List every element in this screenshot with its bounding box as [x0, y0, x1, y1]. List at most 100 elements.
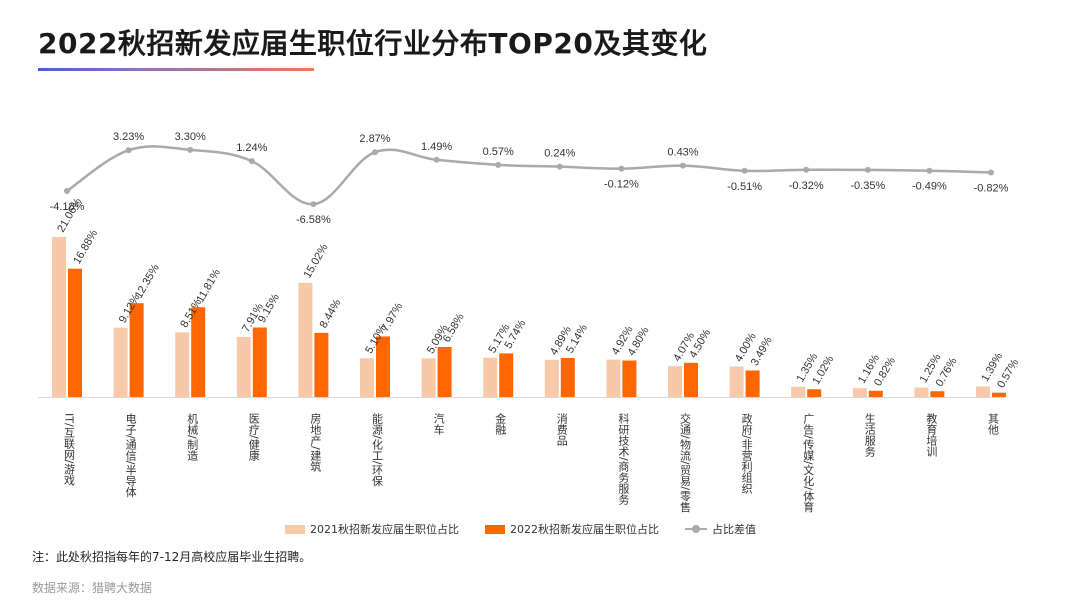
bar-2022-10	[684, 362, 698, 397]
diff-label-0: -4.18%	[50, 201, 85, 213]
legend-item-2022[interactable]: 2022秋招新发应届生职位占比	[485, 521, 659, 537]
chart-canvas: 21.06%16.88%IT/互联网/游戏9.12%12.35%电子/通信/半导…	[38, 131, 1021, 513]
legend-swatch-2021	[285, 524, 305, 534]
category-label-8: 消费品	[555, 412, 568, 446]
category-label-6: 汽车	[432, 412, 445, 436]
legend-swatch-diff	[685, 524, 707, 534]
category-label-9: 科研技术/商务服务	[617, 412, 630, 505]
diff-label-10: 0.43%	[667, 147, 698, 159]
legend-label-2022: 2022秋招新发应届生职位占比	[510, 523, 659, 536]
diff-point-9	[618, 165, 625, 172]
diff-label-15: -0.82%	[974, 183, 1009, 195]
bar-2021-9	[606, 359, 621, 397]
bar-2022-3	[252, 327, 267, 397]
category-label-12: 广告/传媒/文化/体育	[802, 413, 815, 513]
diff-label-7: 0.57%	[483, 146, 514, 158]
bar-2022-8	[560, 357, 575, 397]
category-label-3: 医疗/健康	[247, 413, 260, 461]
diff-label-3: 1.24%	[236, 142, 267, 154]
bar-2022-0	[68, 268, 82, 397]
bar-2022-4	[314, 332, 329, 397]
legend-swatch-2022	[485, 524, 505, 534]
chart-title: 2022秋招新发应届生职位行业分布TOP20及其变化	[38, 27, 708, 60]
bar-2021-14	[914, 387, 929, 397]
category-label-13: 生活服务	[863, 412, 876, 457]
bar-2022-2	[191, 307, 206, 397]
diff-point-13	[864, 166, 871, 173]
diff-point-2	[187, 146, 194, 153]
diff-label-1: 3.23%	[113, 131, 144, 143]
bar-2022-7	[499, 353, 514, 397]
bar-2022-1	[129, 303, 144, 397]
bar-2021-15	[976, 386, 990, 397]
bar-2021-6	[421, 358, 436, 397]
category-label-10: 交通/物流/贸易/零售	[679, 412, 692, 513]
diff-label-13: -0.35%	[850, 180, 885, 192]
bar-2021-4	[298, 282, 313, 397]
bar-2022-9	[622, 360, 637, 397]
diff-label-5: 2.87%	[359, 133, 390, 145]
label-2022-0: 16.88%	[71, 228, 100, 266]
category-label-5: 能源/化工/环保	[371, 412, 384, 487]
diff-line	[66, 145, 992, 206]
category-label-11: 政府/非营利组织	[740, 412, 753, 494]
bar-2021-8	[544, 359, 559, 397]
diff-point-14	[926, 167, 933, 174]
diff-point-12	[803, 166, 810, 173]
diff-point-8	[556, 163, 563, 170]
legend-item-2021[interactable]: 2021秋招新发应届生职位占比	[285, 521, 459, 537]
bar-2021-3	[236, 336, 251, 397]
diff-label-14: -0.49%	[912, 181, 947, 193]
bar-2022-14	[930, 391, 945, 397]
bar-2021-11	[729, 366, 744, 397]
bar-2022-13	[868, 390, 883, 397]
footnote: 注：此处秋招指每年的7-12月高校应届毕业生招聘。	[32, 550, 312, 564]
diff-point-4	[310, 201, 317, 208]
bar-2022-15	[992, 392, 1006, 397]
bar-2021-2	[175, 332, 190, 397]
category-label-0: IT/互联网/游戏	[63, 413, 76, 486]
diff-point-5	[372, 149, 378, 156]
diff-point-1	[125, 147, 132, 154]
legend-item-diff[interactable]: 占比差值	[685, 521, 756, 537]
label-2021-4: 15.02%	[302, 242, 331, 280]
bar-2022-11	[745, 370, 760, 397]
bar-2022-12	[807, 389, 822, 397]
diff-point-7	[495, 161, 502, 168]
diff-label-11: -0.51%	[727, 181, 762, 193]
bar-2022-5	[376, 336, 390, 397]
legend-label-2021: 2021秋招新发应届生职位占比	[310, 523, 459, 536]
data-source: 数据来源：猎聘大数据	[32, 581, 153, 595]
bar-2021-1	[113, 327, 128, 397]
category-label-14: 教育培训	[925, 413, 938, 458]
category-label-1: 电子/通信/半导体	[124, 413, 137, 498]
diff-point-3	[248, 158, 255, 165]
category-label-2: 机械/制造	[186, 412, 199, 461]
diff-point-15	[988, 169, 994, 176]
bar-2021-13	[852, 388, 867, 397]
bar-2021-10	[668, 366, 682, 397]
label-2022-5: 7.97%	[379, 301, 405, 334]
category-label-7: 金融	[494, 412, 507, 436]
category-label-4: 房地产/建筑	[309, 413, 322, 472]
label-2022-2: 11.81%	[194, 267, 223, 305]
legend: 2021秋招新发应届生职位占比 2022秋招新发应届生职位占比 占比差值	[285, 521, 782, 537]
label-2022-4: 8.44%	[318, 297, 344, 330]
title-underline	[38, 68, 314, 71]
diff-label-2: 3.30%	[175, 131, 206, 143]
diff-label-6: 1.49%	[421, 141, 452, 153]
diff-point-0	[64, 187, 70, 194]
label-2022-1: 12.35%	[133, 262, 162, 300]
legend-label-diff: 占比差值	[712, 523, 756, 536]
diff-label-9: -0.12%	[604, 179, 639, 191]
bar-2021-0	[52, 236, 66, 397]
bar-2021-5	[360, 358, 374, 397]
bar-2021-12	[791, 386, 806, 397]
diff-point-6	[433, 156, 440, 163]
diff-label-8: 0.24%	[544, 148, 575, 160]
diff-label-4: -6.58%	[296, 214, 331, 226]
bar-2021-7	[483, 357, 498, 397]
diff-point-11	[741, 167, 748, 174]
diff-label-12: -0.32%	[789, 180, 824, 192]
bar-2022-6	[437, 346, 452, 397]
